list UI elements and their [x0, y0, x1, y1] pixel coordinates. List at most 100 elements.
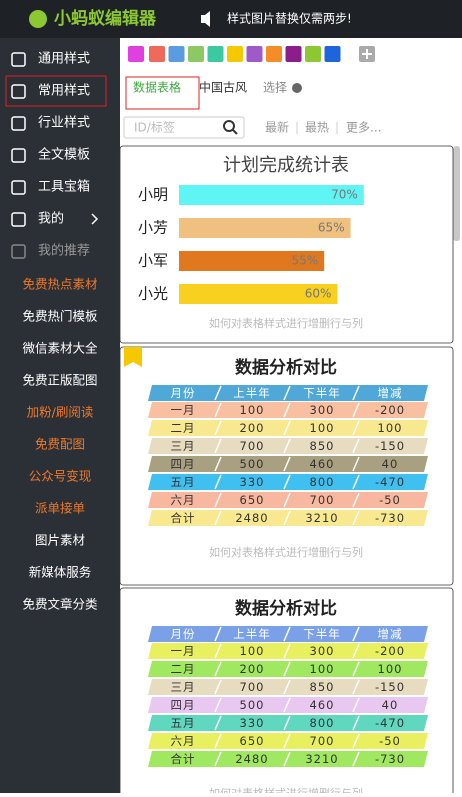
card-title: 数据分析对比	[235, 598, 337, 619]
header-cell: 下半年	[303, 386, 341, 400]
cell: 四月	[171, 457, 196, 471]
tab[interactable]: 选择	[263, 81, 287, 95]
cell-divider	[352, 643, 360, 659]
cell: 300	[310, 644, 335, 658]
cell-divider	[214, 679, 222, 695]
sidebar-link[interactable]: 图片素材	[35, 533, 85, 548]
menu-item[interactable]: 我的	[38, 211, 64, 227]
cell-divider	[214, 456, 222, 472]
color-swatch[interactable]	[227, 46, 243, 62]
menu-icon	[11, 148, 26, 163]
cell-divider	[283, 661, 291, 677]
menu-item[interactable]: 常用样式	[38, 84, 90, 99]
bar-label: 55%	[292, 254, 319, 268]
search-icon[interactable]	[223, 120, 235, 132]
color-swatch[interactable]	[168, 46, 185, 62]
cell-divider	[283, 402, 291, 418]
cell: 300	[310, 403, 335, 417]
cell: 二月	[171, 421, 196, 435]
cell: 650	[240, 734, 265, 748]
color-swatch[interactable]	[285, 46, 302, 62]
menu-item[interactable]: 行业样式	[38, 116, 90, 131]
cell: 700	[310, 734, 335, 748]
cell: 700	[240, 439, 265, 453]
color-swatch[interactable]	[188, 46, 204, 62]
card-title: 数据分析对比	[235, 357, 337, 378]
cell: 六月	[171, 734, 196, 748]
cell: 700	[240, 680, 265, 694]
header-cell: 上半年	[233, 627, 271, 641]
cell: 500	[240, 457, 265, 471]
sidebar	[0, 38, 120, 793]
header-bar	[0, 0, 462, 38]
sidebar-link[interactable]: 微信素材大全	[22, 341, 98, 356]
header-cell: 下半年	[303, 627, 341, 641]
bar-name: 小军	[138, 252, 168, 270]
cell: 2480	[235, 752, 268, 766]
sidebar-link[interactable]: 免费正版配图	[22, 373, 97, 388]
sidebar-link[interactable]: 公众号变现	[29, 469, 92, 484]
chevron	[91, 213, 99, 225]
cell-divider	[352, 626, 360, 642]
cell-divider	[214, 626, 222, 642]
search-placeholder: ID/标签	[134, 120, 175, 135]
cell-divider	[352, 474, 360, 490]
color-swatch[interactable]	[305, 46, 321, 62]
color-swatch[interactable]	[266, 46, 282, 62]
sidebar-link[interactable]: 免费热点素材	[22, 277, 97, 292]
header-cell: 增减	[378, 386, 403, 400]
tab[interactable]: 数据表格	[133, 80, 181, 95]
header-cell: 月份	[171, 627, 196, 641]
sidebar-link[interactable]: 免费配图	[35, 437, 85, 452]
menu-item[interactable]: 我的推荐	[38, 243, 90, 259]
search-box[interactable]	[123, 116, 245, 139]
menu-item[interactable]: 全文模板	[38, 147, 90, 163]
cell: -470	[375, 475, 405, 489]
cell-divider	[214, 661, 222, 677]
card-title: 计划完成统计表	[223, 155, 349, 176]
cell: 二月	[171, 662, 196, 676]
header-cell: 月份	[171, 386, 196, 400]
color-swatch[interactable]	[246, 46, 263, 62]
sidebar-link[interactable]: 加粉/刷阅读	[27, 405, 94, 420]
plus	[362, 49, 372, 59]
filter[interactable]: 最新	[265, 120, 289, 135]
color-swatch[interactable]	[207, 46, 224, 62]
sidebar-link[interactable]: 派单接单	[35, 501, 85, 516]
cell: -730	[375, 752, 405, 766]
menu-item[interactable]: 工具宝箱	[38, 179, 90, 195]
cell-divider	[214, 402, 222, 418]
cell-divider	[352, 661, 360, 677]
cell-divider	[352, 420, 360, 436]
search-icon	[232, 129, 238, 135]
filter[interactable]: 更多...	[346, 121, 381, 135]
cell-divider	[214, 438, 222, 454]
cell-divider	[214, 385, 222, 401]
cell: 3210	[305, 511, 338, 525]
rainbow-swatch[interactable]	[128, 46, 144, 62]
cell: 100	[240, 403, 265, 417]
cell-divider	[352, 679, 360, 695]
cell: 40	[382, 698, 399, 712]
cell-divider	[283, 492, 291, 508]
scrollbar	[453, 146, 460, 241]
cell-divider	[214, 474, 222, 490]
cell: 800	[310, 475, 335, 489]
sidebar-link[interactable]: 免费文章分类	[22, 597, 98, 612]
cell: 合计	[171, 752, 196, 766]
cell-divider	[214, 643, 222, 659]
cell: 五月	[171, 475, 196, 489]
cell: -50	[379, 734, 401, 748]
sidebar-link[interactable]: 新媒体服务	[29, 565, 92, 580]
sidebar-link[interactable]: 免费热门模板	[22, 309, 98, 324]
cell-divider	[214, 733, 222, 749]
cell: 合计	[171, 511, 196, 525]
cell-divider	[352, 733, 360, 749]
filter[interactable]: 最热	[305, 121, 329, 135]
cell-divider	[283, 385, 291, 401]
color-swatch[interactable]	[324, 46, 341, 62]
bar	[179, 218, 351, 238]
tab[interactable]: 中国古风	[199, 80, 247, 95]
menu-item[interactable]: 通用样式	[38, 52, 90, 67]
color-swatch[interactable]	[149, 46, 165, 62]
